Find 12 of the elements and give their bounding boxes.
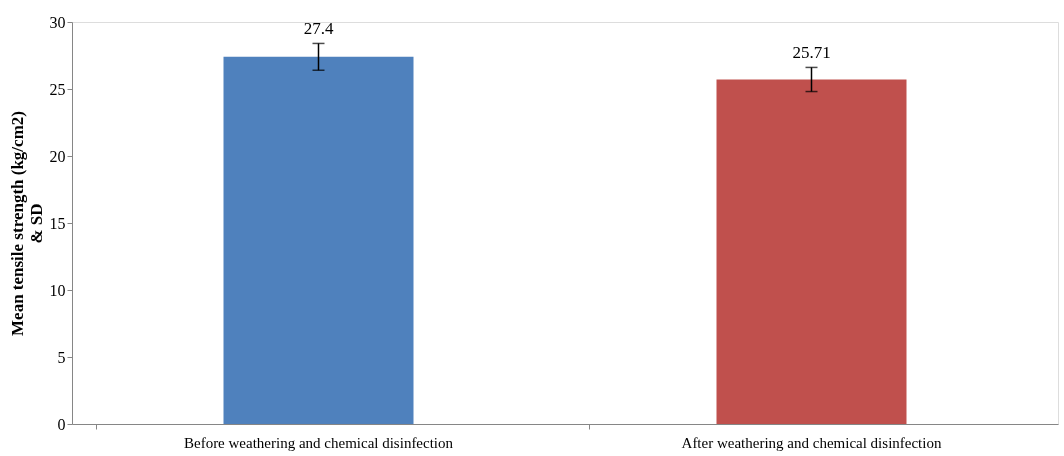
- y-tick-label: 15: [49, 214, 66, 232]
- x-tick-label: After weathering and chemical disinfection: [681, 434, 942, 451]
- y-tick-label: 5: [57, 348, 66, 366]
- y-tick-label: 10: [49, 281, 66, 299]
- y-tick-label: 30: [49, 13, 66, 31]
- data-label: 25.71: [792, 43, 831, 63]
- y-tick-label: 0: [57, 415, 66, 433]
- data-label: 27.4: [303, 19, 334, 39]
- y-tick-label: 25: [49, 80, 66, 98]
- x-tick-label: Before weathering and chemical disinfection: [183, 434, 454, 451]
- y-axis-title: Mean tensile strength (kg/cm2) & SD: [7, 111, 46, 336]
- y-tick-label: 20: [49, 147, 66, 165]
